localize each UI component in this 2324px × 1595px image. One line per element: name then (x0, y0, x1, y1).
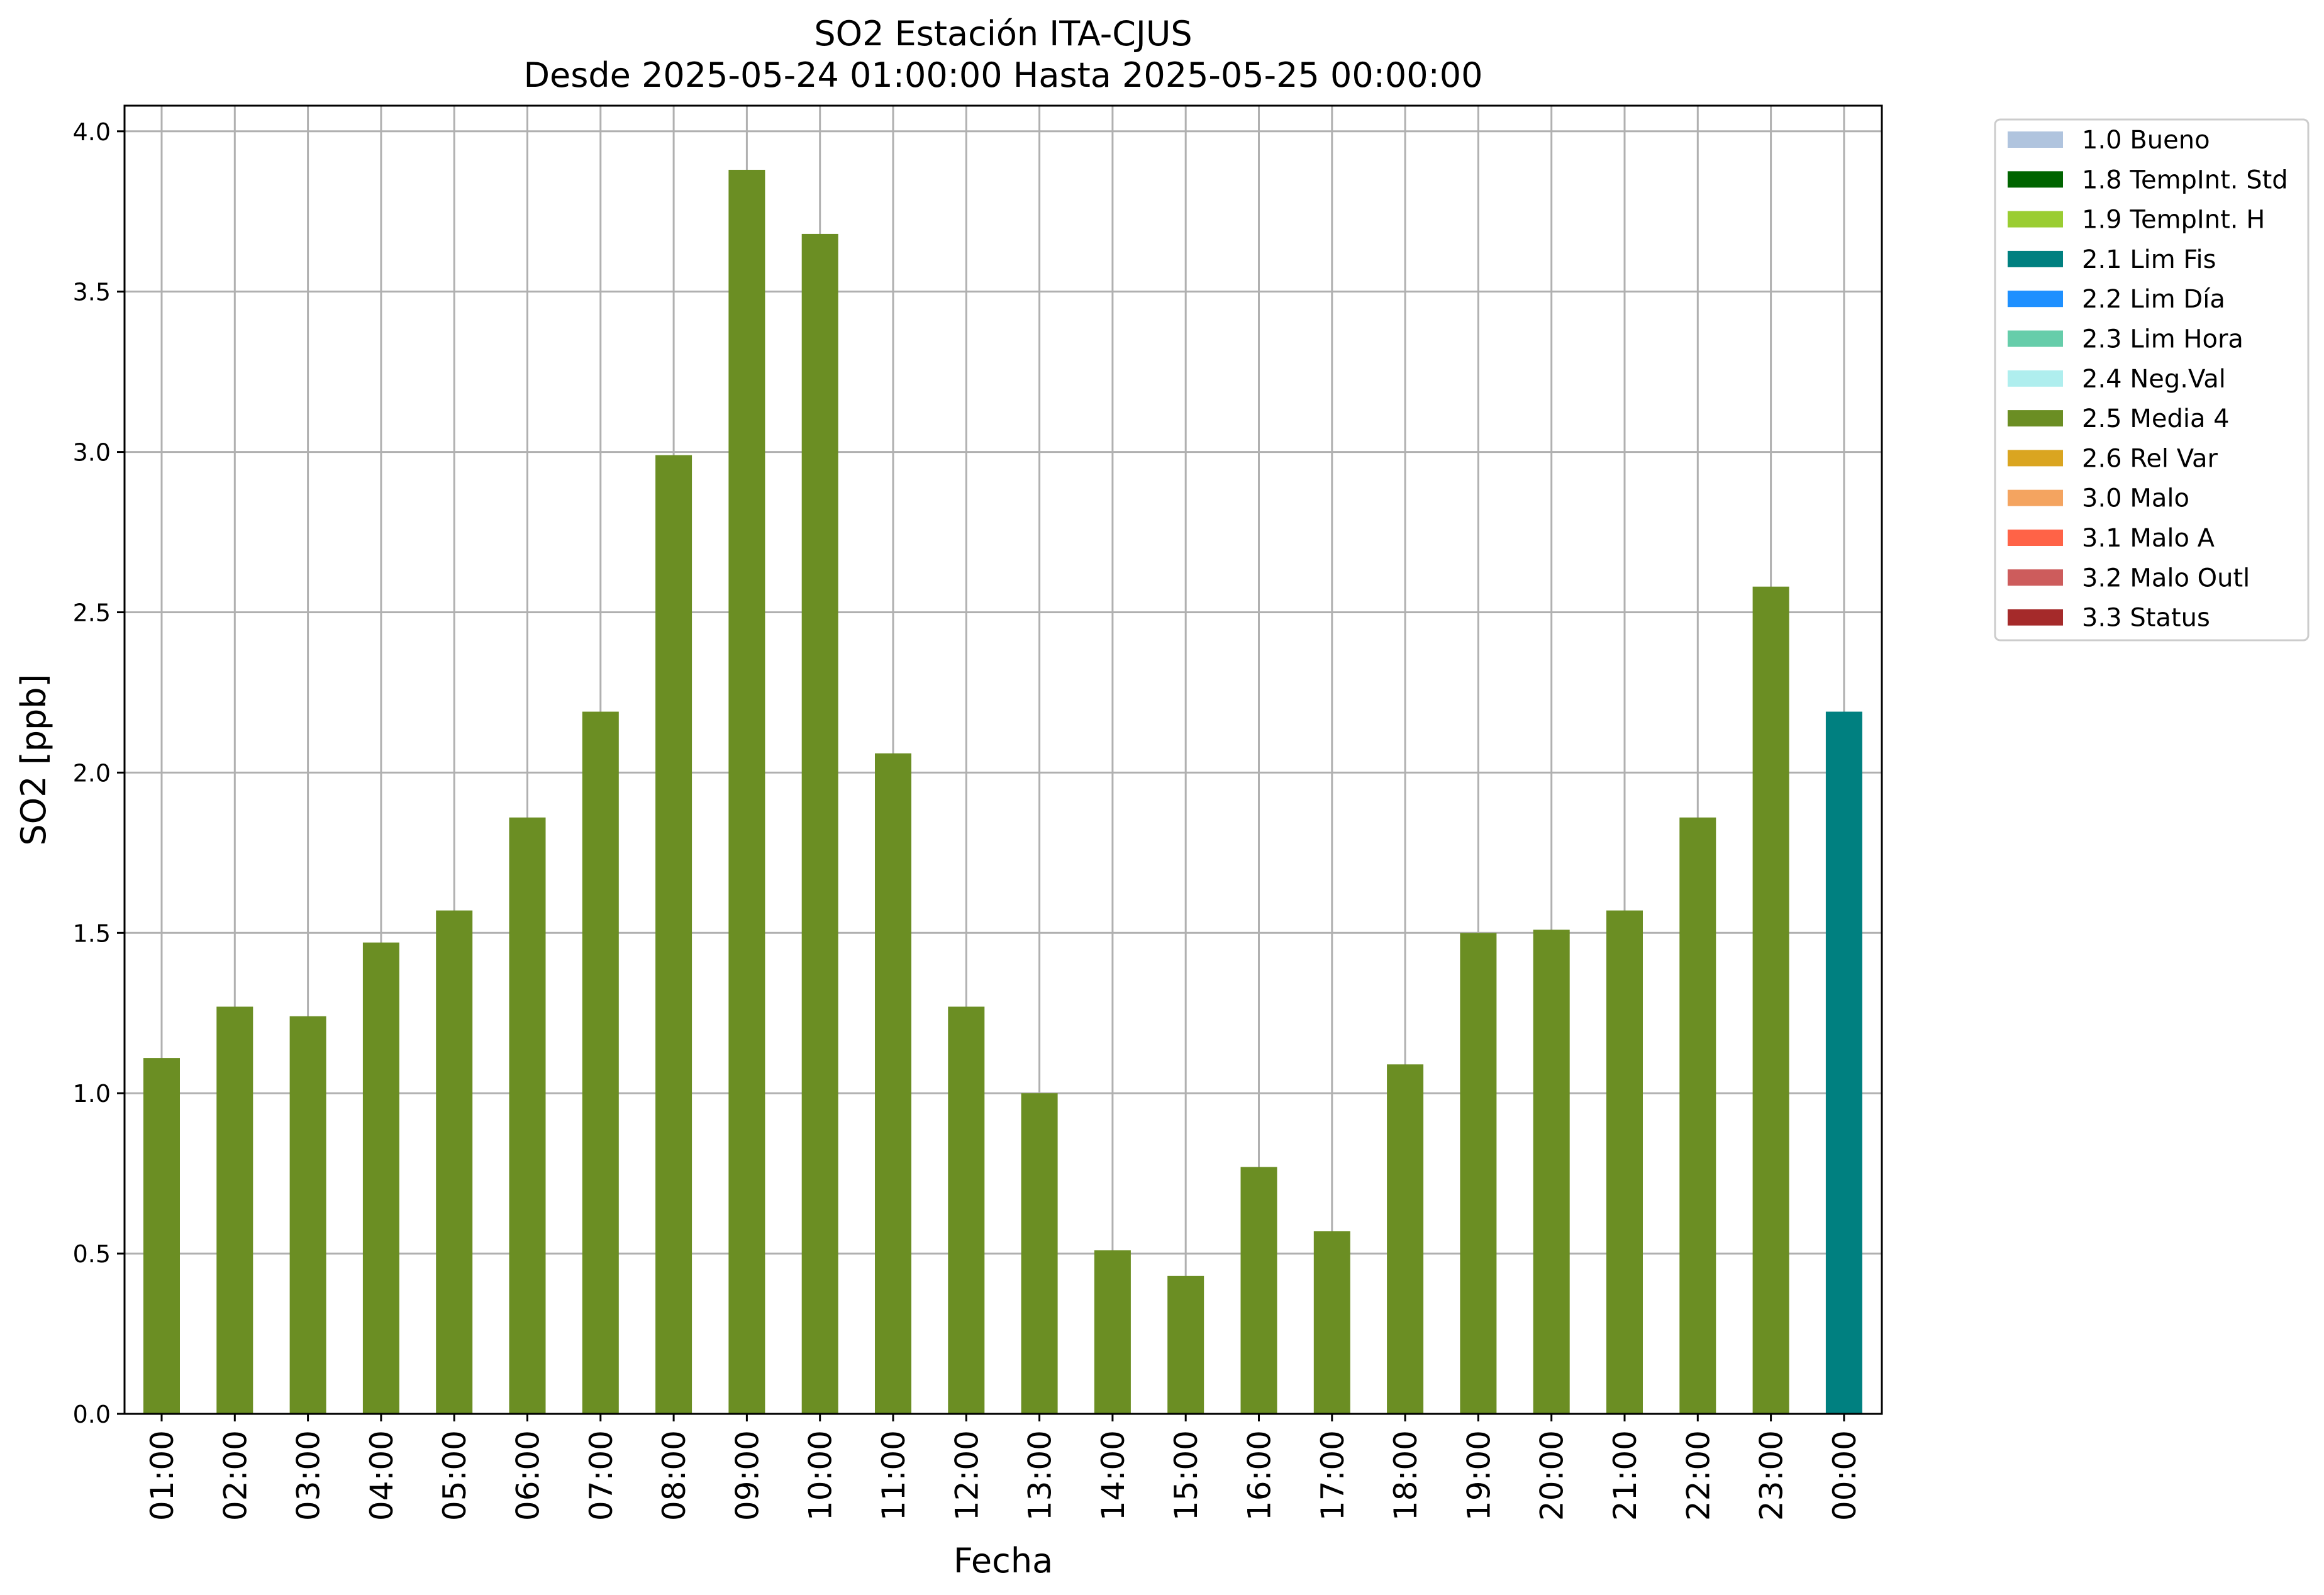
bar-04:00 (362, 942, 399, 1414)
x-tick-label: 09:00 (729, 1430, 765, 1521)
x-tick-label: 16:00 (1242, 1430, 1278, 1521)
x-tick-label: 11:00 (876, 1430, 912, 1521)
x-tick-label: 07:00 (583, 1430, 620, 1521)
x-tick-label: 15:00 (1168, 1430, 1204, 1521)
x-tick-label: 23:00 (1754, 1430, 1790, 1521)
bar-12:00 (948, 1006, 985, 1414)
y-tick-label: 4.0 (73, 118, 111, 146)
bar-14:00 (1094, 1250, 1131, 1414)
x-tick-label: 02:00 (217, 1430, 253, 1521)
legend-label: 2.2 Lim Día (2082, 285, 2225, 314)
y-tick-label: 2.0 (73, 759, 111, 787)
x-tick-label: 03:00 (291, 1430, 327, 1521)
legend: 1.0 Bueno 1.8 TempInt. Std 1.9 TempInt. H 2… (1994, 118, 2310, 642)
legend-label: 1.0 Bueno (2082, 126, 2210, 155)
legend-label: 2.6 Rel Var (2082, 444, 2218, 473)
legend-label: 3.1 Malo A (2082, 524, 2215, 553)
bar-05:00 (436, 910, 473, 1414)
bar-02:00 (216, 1006, 253, 1414)
y-tick-label: 3.0 (73, 439, 111, 467)
legend-label: 1.9 TempInt. H (2082, 206, 2265, 235)
y-axis: 0.0 0.5 1.0 1.5 2.0 2.5 3.0 3.5 4.0 (73, 118, 125, 1428)
bar-10:00 (801, 233, 838, 1414)
chart-subtitle: Desde 2025-05-24 01:00:00 Hasta 2025-05-… (523, 55, 1482, 95)
legend-swatch (2008, 569, 2063, 586)
bar-07:00 (582, 711, 619, 1414)
x-tick-label: 00:00 (1826, 1430, 1863, 1521)
x-tick-label: 04:00 (364, 1430, 400, 1521)
x-tick-label: 05:00 (436, 1430, 473, 1521)
bar-15:00 (1167, 1275, 1204, 1414)
legend-label: 3.3 Status (2082, 604, 2210, 633)
y-tick-label: 3.5 (73, 279, 111, 306)
bar-22:00 (1679, 817, 1716, 1414)
x-tick-label: 06:00 (510, 1430, 547, 1521)
x-axis: 01:00 02:00 03:00 04:00 05:00 06:00 07:00 08:00… (144, 1414, 1863, 1521)
plot-frame (123, 104, 1883, 1415)
y-axis-label: SO2 [ppb] (14, 674, 53, 845)
legend-swatch (2008, 450, 2063, 467)
bar-23:00 (1752, 586, 1789, 1414)
bar-21:00 (1606, 910, 1643, 1414)
bar-06:00 (509, 817, 546, 1414)
legend-swatch (2008, 211, 2063, 228)
legend-label: 2.5 Media 4 (2082, 404, 2230, 433)
legend-swatch (2008, 330, 2063, 347)
bar-17:00 (1313, 1231, 1350, 1414)
bar-00:00 (1825, 711, 1862, 1414)
x-tick-label: 19:00 (1460, 1430, 1497, 1521)
bar-20:00 (1533, 930, 1570, 1414)
legend-swatch (2008, 609, 2063, 626)
bars (143, 169, 1862, 1414)
x-tick-label: 14:00 (1095, 1430, 1131, 1521)
legend-label: 3.2 Malo Outl (2082, 564, 2250, 592)
x-tick-label: 01:00 (144, 1430, 181, 1521)
bar-01:00 (143, 1058, 180, 1414)
legend-swatch (2008, 489, 2063, 506)
bar-19:00 (1460, 933, 1497, 1414)
legend-swatch (2008, 171, 2063, 188)
bar-16:00 (1240, 1167, 1277, 1414)
legend-box (1994, 118, 2310, 642)
bar-08:00 (655, 455, 692, 1414)
bar-09:00 (728, 169, 765, 1414)
chart-title: SO2 Estación ITA-CJUS (814, 14, 1192, 53)
x-tick-label: 22:00 (1680, 1430, 1716, 1521)
y-gridlines (125, 130, 1882, 1415)
bar-13:00 (1021, 1093, 1058, 1414)
legend-swatch (2008, 131, 2063, 148)
y-tick-label: 0.0 (73, 1401, 111, 1428)
x-tick-label: 13:00 (1022, 1430, 1059, 1521)
legend-label: 1.8 TempInt. Std (2082, 165, 2288, 194)
bar-18:00 (1387, 1064, 1424, 1414)
x-tick-label: 20:00 (1534, 1430, 1571, 1521)
legend-swatch (2008, 291, 2063, 308)
x-tick-label: 12:00 (948, 1430, 985, 1521)
y-tick-label: 1.0 (73, 1080, 111, 1108)
y-tick-label: 0.5 (73, 1240, 111, 1268)
legend-swatch (2008, 250, 2063, 267)
legend-swatch (2008, 410, 2063, 427)
x-tick-label: 17:00 (1315, 1430, 1351, 1521)
x-tick-label: 10:00 (803, 1430, 839, 1521)
legend-label: 2.3 Lim Hora (2082, 325, 2243, 354)
bar-11:00 (875, 753, 911, 1414)
x-tick-label: 18:00 (1387, 1430, 1424, 1521)
x-axis-label: Fecha (954, 1541, 1053, 1581)
bar-03:00 (289, 1016, 326, 1414)
legend-swatch (2008, 370, 2063, 387)
y-tick-label: 2.5 (73, 599, 111, 626)
legend-label: 2.1 Lim Fis (2082, 245, 2216, 274)
x-tick-label: 08:00 (656, 1430, 692, 1521)
legend-label: 3.0 Malo (2082, 484, 2189, 513)
x-tick-label: 21:00 (1607, 1430, 1643, 1521)
legend-swatch (2008, 530, 2063, 546)
legend-label: 2.4 Neg.Val (2082, 365, 2226, 394)
y-tick-label: 1.5 (73, 920, 111, 947)
